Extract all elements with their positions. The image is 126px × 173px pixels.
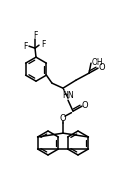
Text: F: F: [41, 40, 45, 49]
Text: O: O: [60, 114, 66, 123]
Text: F: F: [23, 42, 27, 51]
Text: OH: OH: [91, 58, 103, 67]
Text: F: F: [33, 31, 37, 40]
Text: O: O: [82, 101, 88, 110]
Text: O: O: [98, 63, 105, 72]
Text: HN: HN: [62, 91, 74, 100]
